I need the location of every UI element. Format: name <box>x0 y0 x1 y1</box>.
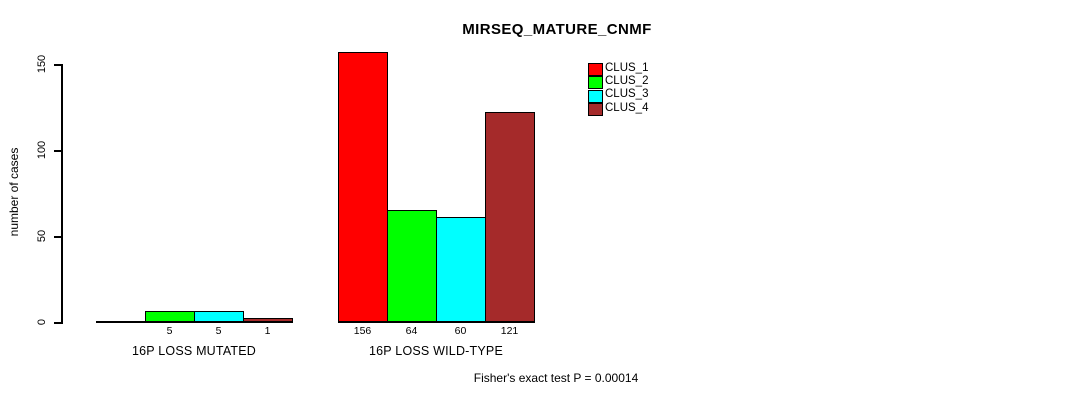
y-axis-line <box>61 64 63 324</box>
bar-count-label: 64 <box>405 325 418 337</box>
x-axis-baseline <box>338 321 535 323</box>
bar-count-label: 121 <box>500 325 519 337</box>
legend-label: CLUS_4 <box>605 101 649 114</box>
y-axis-tick <box>54 63 62 66</box>
group-label: 16P LOSS WILD-TYPE <box>369 344 503 358</box>
legend-label: CLUS_3 <box>605 88 649 101</box>
bar-count-label: 5 <box>166 325 173 337</box>
bar-count-label: 5 <box>215 325 222 337</box>
y-axis-tick-label: 0 <box>36 318 48 326</box>
bar-clus_4-group2 <box>485 111 535 322</box>
bar-count-label: 60 <box>454 325 467 337</box>
bar-clus_3-group1 <box>194 311 244 322</box>
bar-clus_4-group1 <box>243 318 293 322</box>
legend-swatch-clus_1 <box>588 63 603 76</box>
y-axis-tick <box>54 235 62 238</box>
legend-label: CLUS_2 <box>605 74 649 87</box>
legend-label: CLUS_1 <box>605 61 649 74</box>
bar-count-label: 1 <box>264 325 271 337</box>
legend-swatch-clus_3 <box>588 89 603 103</box>
y-axis-tick-label: 150 <box>36 54 48 74</box>
y-axis-tick <box>54 149 62 152</box>
bar-clus_2-group2 <box>387 209 437 322</box>
bar-clus_1-group2 <box>338 51 388 322</box>
legend-swatch-clus_4 <box>588 103 603 117</box>
y-axis-tick-label: 50 <box>36 229 48 243</box>
y-axis-label: number of cases <box>7 147 21 237</box>
bar-clus_3-group2 <box>436 216 486 322</box>
x-axis-baseline <box>96 321 293 323</box>
y-axis-tick <box>54 321 62 324</box>
bar-count-label: 156 <box>353 325 372 337</box>
group-label: 16P LOSS MUTATED <box>131 344 257 358</box>
legend-swatch-clus_2 <box>588 76 603 90</box>
chart-title: MIRSEQ_MATURE_CNMF <box>462 21 652 38</box>
fisher-test-annotation: Fisher's exact test P = 0.00014 <box>473 371 639 385</box>
bar-clus_2-group1 <box>145 311 195 322</box>
y-axis-tick-label: 100 <box>36 140 48 160</box>
